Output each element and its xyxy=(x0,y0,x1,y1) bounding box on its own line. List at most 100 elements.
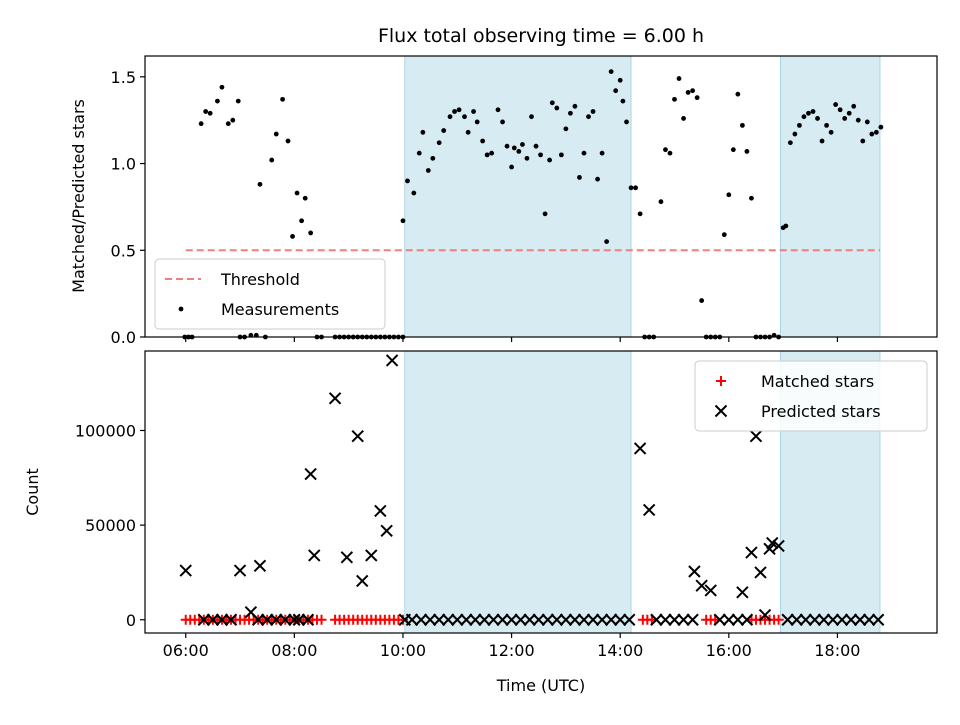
y-tick-label: 1.5 xyxy=(111,68,136,87)
measurements-point-52 xyxy=(436,140,442,146)
legend-label-measurements: Measurements xyxy=(221,300,339,319)
predicted-stars-point-45 xyxy=(568,613,582,626)
legend-label-threshold: Threshold xyxy=(220,270,300,289)
measurements-point-56 xyxy=(456,107,462,113)
measurements-point-94 xyxy=(624,119,629,125)
measurements-point-63 xyxy=(489,150,495,156)
measurements-point-10 xyxy=(230,117,236,123)
predicted-stars-point-5 xyxy=(224,613,238,626)
measurements-point-110 xyxy=(699,298,705,303)
predicted-stars-point-6 xyxy=(233,564,247,577)
predicted-stars-point-3 xyxy=(206,613,220,626)
predicted-stars-point-35 xyxy=(478,613,491,626)
predicted-stars-point-18 xyxy=(328,392,342,405)
measurements-point-130 xyxy=(787,140,793,146)
measurements-point-101 xyxy=(658,199,664,205)
x-tick-label: 10:00 xyxy=(380,641,426,660)
predicted-stars-point-61 xyxy=(704,584,717,597)
predicted-stars-point-39 xyxy=(514,613,527,626)
predicted-stars-point-20 xyxy=(351,429,364,443)
y-tick-label: 0.5 xyxy=(111,241,136,260)
predicted-stars-point-36 xyxy=(487,613,500,626)
measurements-point-82 xyxy=(572,103,578,109)
chart-title: Flux total observing time = 6.00 h xyxy=(378,25,704,47)
measurements-point-72 xyxy=(529,114,534,120)
measurements-point-51 xyxy=(430,155,436,161)
predicted-stars-point-42 xyxy=(541,613,554,626)
measurements-point-83 xyxy=(577,175,582,180)
measurements-point-57 xyxy=(462,114,467,120)
measurements-point-96 xyxy=(633,185,638,191)
measurements-point-59 xyxy=(471,109,476,114)
predicted-stars-point-48 xyxy=(595,613,609,626)
shaded-span-1 xyxy=(404,350,632,634)
measurements-point-89 xyxy=(604,239,610,244)
measurements-point-136 xyxy=(815,116,820,121)
measurements-point-79 xyxy=(558,152,564,158)
measurements-point-46 xyxy=(405,178,410,184)
predicted-stars-point-33 xyxy=(460,613,473,626)
measurements-point-7 xyxy=(215,98,220,104)
predicted-stars-point-21 xyxy=(356,574,369,588)
predicted-stars-point-84 xyxy=(871,613,885,626)
measurements-point-21 xyxy=(285,138,291,144)
measurements-point-6 xyxy=(207,110,213,116)
measurements-point-103 xyxy=(667,150,673,156)
predicted-stars-point-40 xyxy=(523,613,536,626)
predicted-stars-point-53 xyxy=(642,503,656,517)
measurements-point-74 xyxy=(538,152,543,158)
predicted-stars-point-58 xyxy=(686,613,699,626)
measurements-point-121 xyxy=(749,195,754,201)
predicted-stars-point-80 xyxy=(835,613,849,626)
measurements-point-5 xyxy=(203,109,209,114)
predicted-stars-point-23 xyxy=(374,504,387,518)
measurements-point-115 xyxy=(721,232,727,238)
measurements-point-106 xyxy=(681,116,686,121)
x-tick-label: 12:00 xyxy=(489,641,535,660)
predicted-stars-point-44 xyxy=(559,613,573,626)
predicted-stars-point-12 xyxy=(279,613,292,626)
predicted-stars-point-83 xyxy=(862,613,876,626)
measurements-point-58 xyxy=(465,129,471,135)
measurements-point-53 xyxy=(441,128,447,133)
measurements-point-60 xyxy=(474,119,480,125)
predicted-stars-point-59 xyxy=(688,565,701,578)
predicted-stars-point-82 xyxy=(853,613,867,626)
predicted-stars-point-9 xyxy=(253,559,267,573)
measurements-point-120 xyxy=(744,149,750,154)
predicted-stars-point-38 xyxy=(505,613,518,626)
matched-stars-point-47 xyxy=(397,614,408,625)
legend-label-matched-stars: Matched stars xyxy=(761,372,874,391)
predicted-stars-point-25 xyxy=(385,354,399,367)
measurements-point-25 xyxy=(302,195,308,201)
predicted-stars-point-65 xyxy=(740,613,754,626)
measurements-point-97 xyxy=(637,211,643,217)
measurements-point-109 xyxy=(694,95,700,101)
predicted-stars-point-19 xyxy=(340,551,354,564)
predicted-stars-point-27 xyxy=(405,613,419,626)
measurements-point-90 xyxy=(608,69,614,75)
legend-handle-matched-stars xyxy=(716,376,726,386)
predicted-stars-point-31 xyxy=(442,613,455,626)
measurements-point-132 xyxy=(797,122,802,128)
measurements-point-68 xyxy=(511,145,517,151)
measurements-point-49 xyxy=(420,129,426,135)
axes-frame xyxy=(144,55,938,338)
measurements-point-26 xyxy=(308,230,314,236)
shaded-span-1 xyxy=(404,55,632,338)
measurements-point-61 xyxy=(480,138,486,144)
measurements-point-9 xyxy=(225,121,231,127)
measurements-point-141 xyxy=(837,107,843,113)
measurements-point-134 xyxy=(806,110,811,116)
measurements-point-78 xyxy=(554,105,560,111)
measurements-point-102 xyxy=(663,147,668,153)
measurements-point-16 xyxy=(257,181,263,187)
measurements-point-129 xyxy=(783,223,789,229)
measurements-point-150 xyxy=(878,124,884,130)
predicted-stars-point-70 xyxy=(758,608,772,622)
measurements-point-119 xyxy=(739,122,745,128)
measurements-point-22 xyxy=(290,233,295,239)
x-tick-label: 06:00 xyxy=(163,641,209,660)
